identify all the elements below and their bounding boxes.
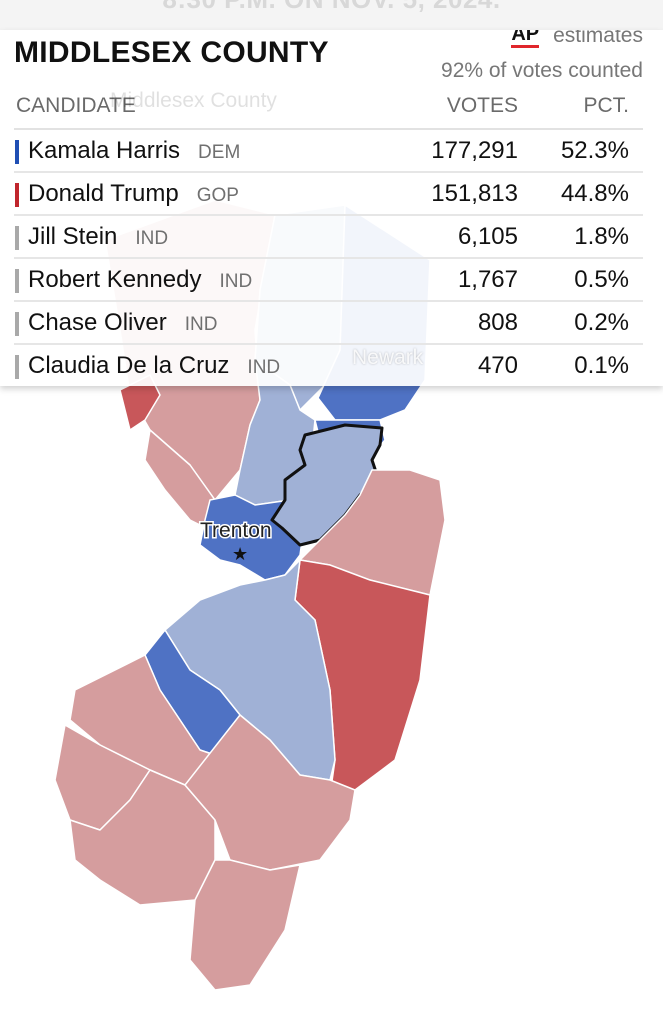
vote-pct: 0.1% xyxy=(574,352,629,379)
vote-count: 1,767 xyxy=(457,266,518,293)
county-atlantic[interactable] xyxy=(184,714,356,871)
vote-count: 470 xyxy=(477,352,518,379)
table-row[interactable]: Robert Kennedy IND 1,767 0.5% xyxy=(14,259,643,302)
search-hint-ghost: Middlesex County xyxy=(110,89,277,112)
county-cape-may[interactable] xyxy=(189,859,301,991)
county-cumberland[interactable] xyxy=(69,769,216,906)
header-pct: PCT. xyxy=(583,94,629,117)
votes-counted-status: 92% of votes counted xyxy=(441,59,643,82)
timestamp-text: 8:30 P.M. ON NOV. 5, 2024. xyxy=(0,0,663,15)
candidate-name: Claudia De la Cruz xyxy=(28,352,230,379)
table-row[interactable]: Donald Trump GOP 151,813 44.8% xyxy=(14,173,643,216)
vote-pct: 0.2% xyxy=(574,309,629,336)
candidate-name: Kamala Harris xyxy=(28,137,181,164)
candidate-name: Robert Kennedy xyxy=(28,266,202,293)
party-label: GOP xyxy=(196,185,239,206)
vote-pct: 0.5% xyxy=(574,266,629,293)
vote-count: 151,813 xyxy=(431,180,518,207)
header-candidate: CANDIDATE xyxy=(16,94,136,117)
candidate-name: Donald Trump xyxy=(28,180,179,207)
results-table: CANDIDATE VOTES PCT. Kamala Harris DEM 17… xyxy=(14,90,643,386)
table-row[interactable]: Kamala Harris DEM 177,291 52.3% xyxy=(14,130,643,173)
candidate-name: Jill Stein xyxy=(28,223,118,250)
header-votes: VOTES xyxy=(446,94,518,117)
party-color-bar xyxy=(15,312,19,336)
table-header: CANDIDATE VOTES PCT. xyxy=(14,90,643,130)
party-label: IND xyxy=(247,357,281,378)
party-label: IND xyxy=(135,228,169,249)
candidate-name: Chase Oliver xyxy=(28,309,167,336)
party-color-bar xyxy=(15,355,19,379)
vote-pct: 44.8% xyxy=(560,180,629,207)
capital-star-icon: ★ xyxy=(232,544,248,564)
map-label-trenton: Trenton xyxy=(200,519,272,542)
party-color-bar xyxy=(15,140,19,164)
county-title: MIDDLESEX COUNTY xyxy=(14,36,329,69)
table-row[interactable]: Claudia De la Cruz IND 470 0.1% xyxy=(14,345,643,386)
vote-count: 808 xyxy=(477,309,518,336)
ap-logo-icon: AP xyxy=(511,30,540,48)
vote-count: 6,105 xyxy=(457,223,518,250)
table-row[interactable]: Chase Oliver IND 808 0.2% xyxy=(14,302,643,345)
source-label: estimates xyxy=(553,30,643,47)
party-label: IND xyxy=(219,271,253,292)
results-panel: MIDDLESEX COUNTY AP estimates 92% of vot… xyxy=(0,30,663,386)
timestamp-banner: 8:30 P.M. ON NOV. 5, 2024. xyxy=(0,0,663,30)
vote-pct: 1.8% xyxy=(574,223,629,250)
map-label-newark: Newark xyxy=(352,346,424,369)
party-label: IND xyxy=(184,314,218,335)
source-attribution: AP estimates xyxy=(511,30,643,48)
table-row[interactable]: Jill Stein IND 6,105 1.8% xyxy=(14,216,643,259)
party-color-bar xyxy=(15,269,19,293)
vote-pct: 52.3% xyxy=(560,137,629,164)
vote-count: 177,291 xyxy=(431,137,518,164)
party-color-bar xyxy=(15,183,19,207)
party-color-bar xyxy=(15,226,19,250)
party-label: DEM xyxy=(198,142,241,163)
